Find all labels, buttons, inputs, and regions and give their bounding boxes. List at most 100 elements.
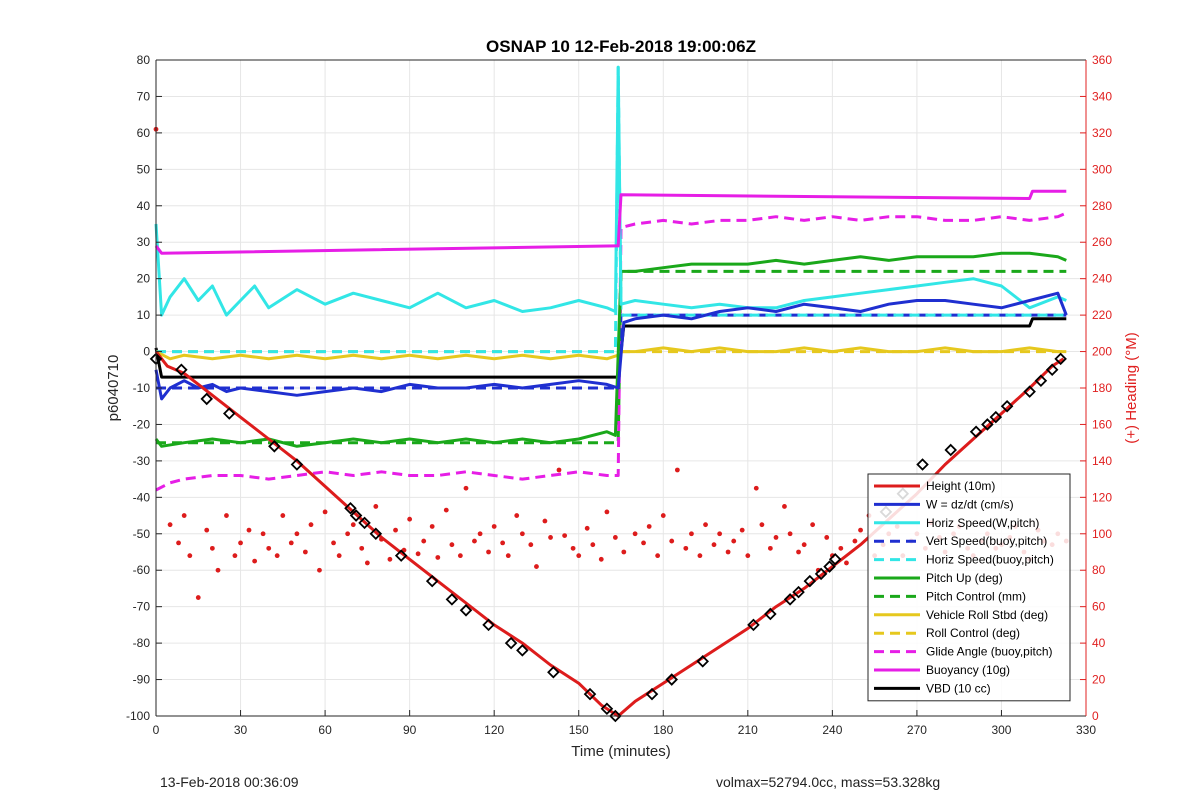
- heading-point: [858, 527, 863, 533]
- y-right-tick-label: 340: [1092, 89, 1112, 103]
- heading-point: [500, 540, 506, 546]
- y-tick-label: -80: [133, 636, 151, 650]
- heading-point: [632, 531, 638, 537]
- height-marker: [981, 418, 994, 431]
- heading-point: [683, 545, 689, 551]
- height-marker: [792, 585, 805, 599]
- heading-point: [655, 553, 661, 559]
- heading-point: [387, 556, 393, 562]
- heading-point: [759, 522, 765, 528]
- y-right-tick-label: 280: [1092, 199, 1112, 213]
- height-marker: [504, 636, 518, 650]
- y-right-tick-label: 180: [1092, 381, 1112, 395]
- heading-point: [331, 540, 336, 546]
- height-marker: [1045, 363, 1059, 377]
- legend-label: W = dz/dt (cm/s): [926, 497, 1014, 511]
- y-right-tick-label: 20: [1092, 673, 1106, 687]
- height-marker: [1023, 385, 1036, 398]
- heading-point: [782, 504, 787, 509]
- heading-point: [584, 525, 590, 531]
- heading-point: [477, 531, 483, 537]
- x-tick-label: 150: [569, 723, 589, 737]
- y-tick-label: -40: [133, 490, 151, 504]
- y-right-tick-label: 160: [1092, 417, 1112, 431]
- heading-point: [810, 522, 816, 528]
- x-tick-label: 120: [484, 723, 504, 737]
- heading-point: [260, 531, 266, 537]
- height-marker: [783, 593, 797, 606]
- x-tick-label: 30: [234, 723, 248, 737]
- heading-point: [519, 531, 525, 537]
- height-marker: [803, 574, 817, 588]
- legend-label: Height (10m): [926, 479, 995, 493]
- heading-point: [472, 538, 477, 544]
- heading-point: [350, 522, 356, 528]
- y-right-tick-label: 100: [1092, 527, 1112, 541]
- height-marker: [268, 440, 281, 453]
- heading-point: [852, 538, 858, 544]
- heading-point: [176, 540, 181, 546]
- x-tick-label: 60: [318, 723, 332, 737]
- x-tick-label: 270: [907, 723, 927, 737]
- height-marker: [1034, 374, 1048, 387]
- heading-point: [302, 549, 308, 555]
- heading-point: [429, 524, 435, 529]
- y-tick-label: -60: [133, 563, 151, 577]
- x-tick-label: 90: [403, 723, 417, 737]
- heading-point: [528, 542, 534, 548]
- heading-point: [697, 553, 703, 559]
- height-marker: [459, 604, 473, 617]
- legend-label: Horiz Speed(buoy,pitch): [926, 553, 1054, 567]
- heading-point: [294, 531, 300, 537]
- height-marker: [696, 655, 710, 668]
- legend-label: Vehicle Roll Stbd (deg): [926, 608, 1048, 622]
- x-tick-label: 0: [153, 723, 160, 737]
- height-marker: [1000, 399, 1014, 413]
- y-tick-label: -100: [126, 709, 150, 723]
- height-marker: [665, 673, 679, 686]
- heading-point: [838, 545, 844, 551]
- heading-point: [844, 560, 849, 566]
- heading-point: [252, 558, 258, 564]
- series-line: [154, 65, 1067, 317]
- height-marker: [747, 618, 760, 632]
- y-right-tick-label: 320: [1092, 126, 1112, 140]
- y-right-tick-label: 0: [1092, 709, 1099, 723]
- legend-label: Pitch Control (mm): [926, 589, 1026, 603]
- heading-point: [534, 564, 539, 569]
- height-marker: [944, 443, 958, 457]
- y-tick-label: -50: [133, 527, 151, 541]
- legend-label: Vert Speed(buoy,pitch): [926, 534, 1047, 548]
- y-right-tick-label: 140: [1092, 454, 1112, 468]
- y-tick-label: 80: [137, 53, 151, 67]
- heading-point: [322, 509, 328, 515]
- chart-title: OSNAP 10 12-Feb-2018 19:00:06Z: [486, 37, 756, 56]
- heading-point: [246, 527, 252, 533]
- height-marker: [828, 553, 842, 566]
- height-marker: [764, 607, 777, 621]
- heading-point: [224, 513, 229, 518]
- heading-point: [787, 531, 793, 537]
- footer-timestamp: 13-Feb-2018 00:36:09: [160, 774, 299, 790]
- heading-point: [187, 553, 193, 559]
- height-marker: [600, 702, 614, 715]
- heading-point: [336, 553, 342, 559]
- heading-point: [801, 542, 807, 548]
- y-tick-label: 0: [143, 345, 150, 359]
- y-tick-label: 40: [137, 199, 151, 213]
- heading-point: [598, 556, 604, 562]
- height-marker: [645, 687, 659, 701]
- heading-point: [457, 553, 463, 559]
- y-tick-label: 60: [137, 126, 151, 140]
- height-marker: [358, 516, 371, 530]
- heading-point: [590, 542, 596, 548]
- heading-point: [548, 535, 553, 540]
- x-tick-label: 210: [738, 723, 758, 737]
- heading-point: [266, 545, 272, 551]
- heading-point: [689, 531, 694, 537]
- legend-label: Pitch Up (deg): [926, 571, 1003, 585]
- height-marker: [369, 527, 383, 541]
- heading-point: [421, 538, 427, 544]
- height-marker: [823, 560, 836, 573]
- legend-label: Buoyancy (10g): [926, 663, 1010, 677]
